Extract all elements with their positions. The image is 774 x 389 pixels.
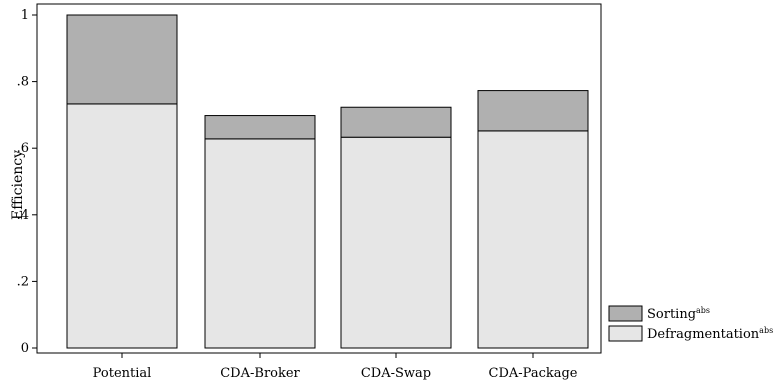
bar-segment-defragmentation <box>340 136 452 349</box>
legend-entry-superscript: abs <box>759 326 773 335</box>
x-tick-label: CDA-Package <box>489 366 578 381</box>
bar-segment-sorting <box>477 90 589 132</box>
y-axis: 0 .2 .4 .6 .8 1 <box>17 8 37 356</box>
bar-segment-sorting <box>204 115 316 140</box>
bar-segment-sorting <box>66 14 178 105</box>
y-tick-label: .4 <box>17 208 29 223</box>
x-tick-label: CDA-Swap <box>361 366 431 381</box>
bar-segment-sorting <box>340 106 452 138</box>
bars <box>66 14 589 349</box>
legend-entry-name: Sorting <box>647 307 696 322</box>
y-tick-label: .2 <box>17 274 29 289</box>
legend-entry: Defragmentationabs <box>647 326 773 342</box>
x-tick-label: Potential <box>93 366 152 381</box>
x-tick-label: CDA-Broker <box>220 366 300 381</box>
legend-swatch <box>608 305 643 322</box>
bar-segment-defragmentation <box>66 103 178 349</box>
y-axis-label: Efficiency <box>10 150 26 220</box>
x-axis: Potential CDA-Broker CDA-Swap CDA-Package <box>93 353 578 381</box>
bar-segment-defragmentation <box>204 138 316 349</box>
y-tick-label: 0 <box>21 341 29 356</box>
bar-segment-defragmentation <box>477 130 589 349</box>
legend-entry-superscript: abs <box>696 306 710 315</box>
y-tick-label: .8 <box>17 75 29 90</box>
y-tick-label: 1 <box>21 8 29 23</box>
legend-entry: Sortingabs <box>647 306 710 322</box>
legend-entry-name: Defragmentation <box>647 327 760 342</box>
y-tick-label: .6 <box>17 141 29 156</box>
legend-swatch <box>608 325 643 342</box>
